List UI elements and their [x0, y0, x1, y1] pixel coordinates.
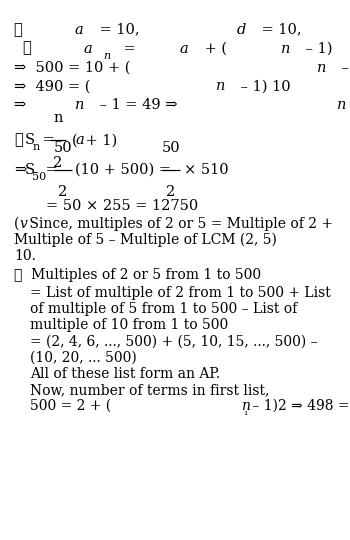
Text: n: n [241, 399, 250, 413]
Text: n: n [337, 98, 347, 112]
Text: = 10,: = 10, [95, 23, 144, 37]
Text: (10, 20, ... 500): (10, 20, ... 500) [30, 350, 136, 365]
Text: 2: 2 [53, 156, 62, 170]
Text: a: a [83, 42, 92, 56]
Text: a: a [75, 23, 83, 37]
Text: = List of multiple of 2 from 1 to 500 + List: = List of multiple of 2 from 1 to 500 + … [30, 286, 330, 300]
Text: ⇒  500 = 10 + (: ⇒ 500 = 10 + ( [14, 60, 130, 75]
Text: Multiple of 5 – Multiple of LCM (2, 5): Multiple of 5 – Multiple of LCM (2, 5) [14, 233, 281, 247]
Text: ⇒  490 = (: ⇒ 490 = ( [14, 79, 90, 93]
Text: ₁: ₁ [244, 407, 248, 417]
Text: = 50 × 255 = 12750: = 50 × 255 = 12750 [46, 199, 198, 213]
Text: = 10,: = 10, [257, 23, 306, 37]
Text: =: = [41, 163, 58, 177]
Text: a: a [180, 42, 188, 56]
Text: n: n [32, 143, 40, 152]
Text: – 1)2 ⇒ 498 = (: – 1)2 ⇒ 498 = ( [248, 399, 350, 413]
Text: =: = [38, 133, 55, 147]
Text: S: S [25, 163, 35, 177]
Text: × 510: × 510 [184, 163, 228, 177]
Text: 500 = 2 + (: 500 = 2 + ( [30, 399, 111, 413]
Text: Now, number of terms in first list,: Now, number of terms in first list, [30, 383, 269, 397]
Text: ∴  Multiples of 2 or 5 from 1 to 500: ∴ Multiples of 2 or 5 from 1 to 500 [14, 268, 261, 282]
Text: (: ( [14, 217, 19, 231]
Text: d: d [236, 23, 246, 37]
Text: + (: + ( [200, 42, 227, 56]
Text: 50: 50 [54, 141, 72, 155]
Text: a: a [75, 133, 84, 147]
Text: – 1 = 49 ⇒: – 1 = 49 ⇒ [95, 98, 182, 112]
Text: n: n [104, 51, 111, 60]
Text: of multiple of 5 from 1 to 500 – List of: of multiple of 5 from 1 to 500 – List of [30, 302, 297, 316]
Text: (: ( [72, 133, 77, 147]
Text: ∴: ∴ [23, 42, 41, 56]
Text: ⇒: ⇒ [14, 163, 26, 177]
Text: 2: 2 [166, 185, 175, 199]
Text: S: S [25, 133, 35, 147]
Text: ∴: ∴ [14, 133, 23, 147]
Text: = (2, 4, 6, ..., 500) + (5, 10, 15, ..., 500) –: = (2, 4, 6, ..., 500) + (5, 10, 15, ...,… [30, 334, 317, 348]
Text: + 1): + 1) [81, 133, 118, 147]
Text: v: v [19, 217, 27, 231]
Text: Since, multiples of 2 or 5 = Multiple of 2 +: Since, multiples of 2 or 5 = Multiple of… [25, 217, 333, 231]
Text: – 1) 10: – 1) 10 [337, 60, 350, 75]
Text: (10 + 500) =: (10 + 500) = [75, 163, 171, 177]
Text: n: n [216, 79, 225, 93]
Text: 50: 50 [32, 172, 47, 182]
Text: multiple of 10 from 1 to 500: multiple of 10 from 1 to 500 [30, 318, 228, 332]
Text: n: n [53, 111, 63, 125]
Text: 2: 2 [58, 185, 68, 199]
Text: n: n [317, 60, 327, 75]
Text: =: = [119, 42, 140, 56]
Text: n: n [281, 42, 290, 56]
Text: n: n [75, 98, 84, 112]
Text: 10.: 10. [14, 249, 36, 264]
Text: – 1) 10: – 1) 10 [236, 79, 291, 93]
Text: 50: 50 [161, 141, 180, 155]
Text: ⇒: ⇒ [14, 98, 35, 112]
Text: All of these list form an AP.: All of these list form an AP. [30, 367, 220, 381]
Text: ∴: ∴ [14, 23, 32, 37]
Text: – 1): – 1) [301, 42, 337, 56]
